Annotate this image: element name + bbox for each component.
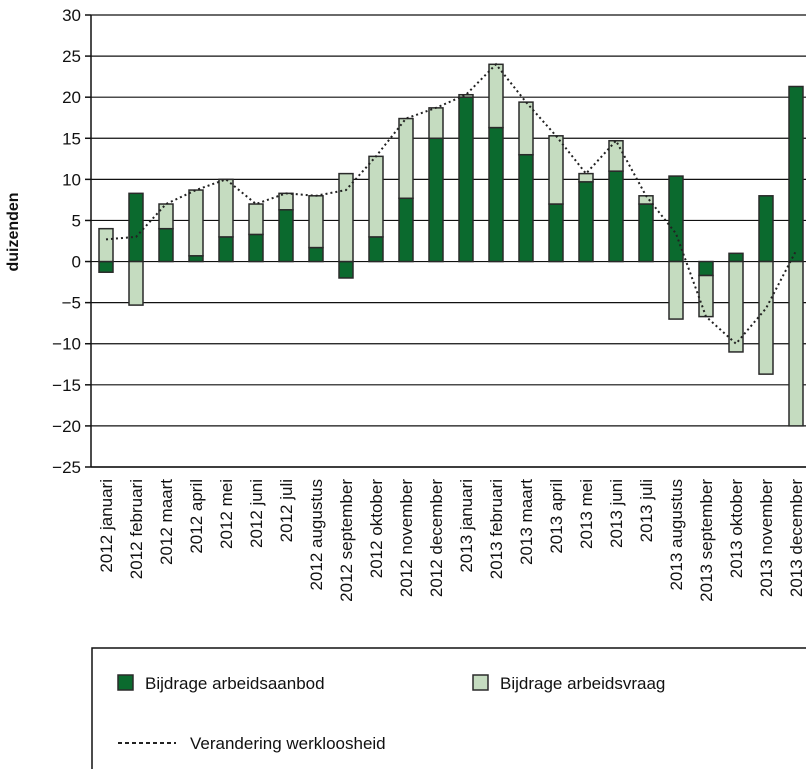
- y-tick-label: −15: [52, 376, 81, 395]
- y-tick-label: 20: [62, 88, 81, 107]
- bar: [548, 203, 564, 263]
- bar: [488, 63, 504, 129]
- y-tick-label: 30: [62, 6, 81, 25]
- line: [105, 62, 797, 346]
- x-tick-label: 2012 januari: [97, 479, 116, 573]
- bar: [428, 107, 444, 140]
- bar: [218, 236, 234, 263]
- x-tick-label: 2012 oktober: [367, 479, 386, 579]
- bar: [698, 260, 714, 277]
- bar: [788, 260, 804, 427]
- legend-box: [91, 647, 806, 769]
- bar: [788, 85, 804, 263]
- legend-label: Verandering werkloosheid: [190, 734, 386, 753]
- bar: [518, 101, 534, 156]
- legend-label: Bijdrage arbeidsvraag: [500, 674, 665, 693]
- x-tick-label: 2013 mei: [577, 479, 596, 549]
- legend-swatch: [472, 674, 489, 691]
- bar: [728, 260, 744, 353]
- bar: [428, 137, 444, 263]
- x-tick-label: 2013 juli: [637, 479, 656, 542]
- bar: [518, 153, 534, 263]
- bar: [278, 209, 294, 263]
- bar: [278, 192, 294, 211]
- x-tick-label: 2013 december: [787, 479, 806, 597]
- x-tick-label: 2012 september: [337, 479, 356, 602]
- x-tick-label: 2012 april: [187, 479, 206, 554]
- x-tick-label: 2012 mei: [217, 479, 236, 549]
- bar: [218, 178, 234, 238]
- bar: [548, 135, 564, 205]
- x-tick-label: 2012 november: [397, 479, 416, 597]
- bar: [398, 117, 414, 200]
- bar: [98, 260, 114, 273]
- bar: [698, 274, 714, 318]
- bar: [458, 96, 474, 263]
- bar: [488, 126, 504, 263]
- y-tick-label: −10: [52, 335, 81, 354]
- x-tick-label: 2012 maart: [157, 479, 176, 565]
- bar: [308, 246, 324, 263]
- x-tick-label: 2012 juni: [247, 479, 266, 548]
- y-tick-label: 5: [72, 211, 81, 230]
- x-tick-label: 2013 februari: [487, 479, 506, 579]
- bar: [308, 195, 324, 249]
- x-tick-label: 2013 juni: [607, 479, 626, 548]
- bar: [248, 203, 264, 236]
- bar: [758, 195, 774, 263]
- bar: [158, 203, 174, 230]
- bar: [248, 233, 264, 263]
- bar: [758, 260, 774, 375]
- x-tick-label: 2012 december: [427, 479, 446, 597]
- y-axis-label: duizenden: [5, 192, 22, 271]
- bar: [458, 93, 474, 98]
- y-tick-label: 25: [62, 47, 81, 66]
- bar: [398, 197, 414, 263]
- bar: [668, 260, 684, 320]
- bar: [668, 175, 684, 263]
- bar: [338, 172, 354, 263]
- bar: [608, 170, 624, 263]
- bar: [128, 192, 144, 263]
- y-tick-label: 10: [62, 170, 81, 189]
- y-tick-label: 15: [62, 129, 81, 148]
- bar: [158, 227, 174, 263]
- x-tick-label: 2013 april: [547, 479, 566, 554]
- bar: [338, 260, 354, 279]
- bar: [188, 189, 204, 257]
- bar: [98, 227, 114, 263]
- bar: [368, 155, 384, 238]
- x-tick-label: 2012 februari: [127, 479, 146, 579]
- bar: [578, 181, 594, 263]
- x-tick-label: 2012 juli: [277, 479, 296, 542]
- x-tick-label: 2013 maart: [517, 479, 536, 565]
- x-tick-label: 2013 november: [757, 479, 776, 597]
- x-tick-label: 2012 augustus: [307, 479, 326, 591]
- y-tick-label: −20: [52, 417, 81, 436]
- bar: [188, 255, 204, 263]
- bar: [578, 172, 594, 183]
- x-tick-label: 2013 januari: [457, 479, 476, 573]
- x-tick-label: 2013 oktober: [727, 479, 746, 579]
- y-tick-label: −25: [52, 458, 81, 477]
- bar: [638, 203, 654, 263]
- legend-label: Bijdrage arbeidsaanbod: [145, 674, 325, 693]
- bar: [368, 236, 384, 263]
- x-tick-label: 2013 augustus: [667, 479, 686, 591]
- y-tick-label: 0: [72, 253, 81, 272]
- x-tick-label: 2013 september: [697, 479, 716, 602]
- bar: [728, 252, 744, 263]
- y-tick-label: −5: [62, 294, 81, 313]
- legend-swatch: [117, 674, 134, 691]
- bar: [128, 260, 144, 306]
